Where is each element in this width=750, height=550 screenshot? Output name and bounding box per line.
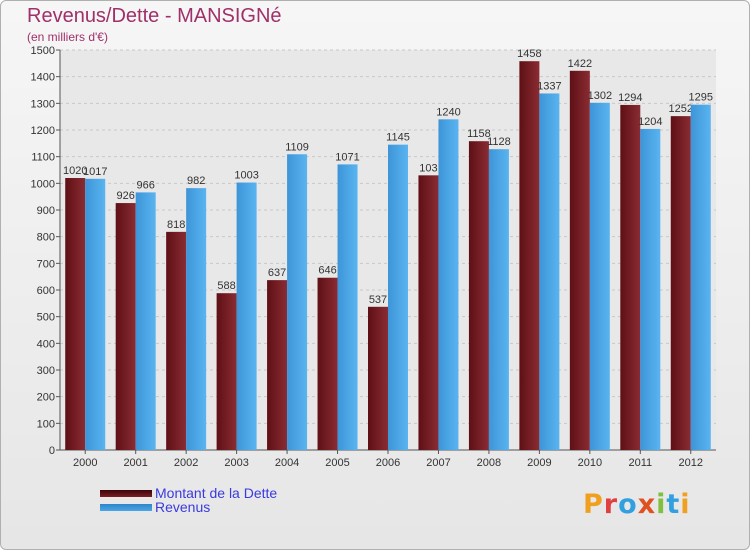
y-tick-label: 500 xyxy=(37,312,55,324)
legend-label-dette: Montant de la Dette xyxy=(155,485,278,501)
chart-subtitle: (en milliers d'€) xyxy=(27,30,108,44)
bar-revenus xyxy=(236,182,257,451)
x-tick-label: 2007 xyxy=(426,457,450,469)
bar-revenus xyxy=(135,192,156,450)
bar-dette xyxy=(468,141,489,450)
legend-swatch-revenus xyxy=(100,504,152,511)
data-label: 1128 xyxy=(487,136,511,148)
y-tick-label: 1200 xyxy=(31,125,55,137)
y-tick-label: 800 xyxy=(37,232,55,244)
bar-dette xyxy=(620,104,641,450)
bar-revenus xyxy=(388,144,408,450)
logo-letter: t xyxy=(666,489,681,520)
x-tick-label: 2008 xyxy=(477,457,501,469)
legend-label-revenus: Revenus xyxy=(155,499,211,515)
bar-revenus xyxy=(589,102,610,451)
data-label: 1017 xyxy=(83,166,107,178)
data-label: 1337 xyxy=(537,80,561,92)
bar-dette xyxy=(65,178,86,450)
proxiti-logo: Proxiti xyxy=(583,489,691,520)
x-tick-label: 2011 xyxy=(628,457,652,469)
data-label: 1109 xyxy=(285,141,309,153)
logo-letter: r xyxy=(603,489,619,520)
x-tick-label: 2000 xyxy=(73,457,97,469)
y-tick-label: 0 xyxy=(49,445,55,457)
x-tick-label: 2005 xyxy=(325,457,349,469)
y-tick-label: 300 xyxy=(37,365,55,377)
bar-revenus xyxy=(186,188,207,450)
data-label: 966 xyxy=(137,179,155,191)
bar-revenus xyxy=(85,178,106,451)
x-tick-label: 2009 xyxy=(527,457,551,469)
legend-swatch-dette xyxy=(100,490,152,497)
data-label: 1204 xyxy=(638,116,662,128)
y-tick-label: 600 xyxy=(37,285,55,297)
data-label: 637 xyxy=(268,267,286,279)
x-tick-label: 2004 xyxy=(275,457,299,469)
bar-revenus xyxy=(690,104,711,451)
y-tick-label: 900 xyxy=(37,205,55,217)
bar-revenus xyxy=(287,154,308,450)
data-label: 1071 xyxy=(335,151,359,163)
logo-letter: P xyxy=(583,489,604,520)
x-tick-label: 2010 xyxy=(578,457,602,469)
data-label: 1003 xyxy=(234,170,258,182)
data-label: 926 xyxy=(117,190,135,202)
chart-title: Revenus/Dette - MANSIGNé xyxy=(27,5,282,27)
y-tick-label: 400 xyxy=(37,338,55,350)
logo-letter: i xyxy=(656,489,667,520)
data-label: 1458 xyxy=(517,48,541,60)
x-tick-label: 2003 xyxy=(224,457,248,469)
y-tick-label: 200 xyxy=(37,392,55,404)
logo-letter: o xyxy=(618,489,638,520)
bar-dette xyxy=(418,175,439,451)
y-tick-label: 1000 xyxy=(31,178,55,190)
bar-dette xyxy=(115,203,136,450)
data-label: 537 xyxy=(369,294,387,306)
data-label: 1295 xyxy=(689,92,713,104)
x-tick-label: 2006 xyxy=(376,457,400,469)
logo-letter: i xyxy=(680,489,691,520)
data-label: 1240 xyxy=(436,106,460,118)
data-label: 588 xyxy=(217,280,235,292)
data-label: 1302 xyxy=(588,90,612,102)
logo-letter: x xyxy=(637,489,657,520)
bar-dette xyxy=(519,61,540,450)
data-label: 103 xyxy=(419,162,437,174)
x-tick-label: 2001 xyxy=(123,457,147,469)
data-label: 1158 xyxy=(467,128,491,140)
y-tick-label: 1300 xyxy=(31,98,55,110)
y-tick-label: 700 xyxy=(37,258,55,270)
bar-dette xyxy=(267,280,288,450)
bar-revenus xyxy=(488,149,509,450)
data-label: 1294 xyxy=(618,92,642,104)
data-label: 1422 xyxy=(568,58,592,70)
bar-revenus xyxy=(438,119,459,450)
bar-dette xyxy=(216,293,237,450)
y-tick-label: 1500 xyxy=(31,45,55,57)
data-label: 1252 xyxy=(669,103,693,115)
y-tick-label: 1400 xyxy=(31,72,55,84)
data-label: 646 xyxy=(318,265,336,277)
x-tick-label: 2002 xyxy=(174,457,198,469)
bar-revenus xyxy=(337,164,358,450)
bar-revenus xyxy=(640,128,661,450)
bar-dette xyxy=(569,70,590,451)
data-label: 818 xyxy=(167,219,185,231)
bar-dette xyxy=(317,277,338,450)
bar-dette xyxy=(166,231,187,450)
data-label: 1020 xyxy=(63,165,87,177)
data-label: 1145 xyxy=(386,132,410,144)
x-tick-label: 2012 xyxy=(679,457,703,469)
bar-revenus xyxy=(539,93,560,450)
data-label: 982 xyxy=(187,175,205,187)
y-tick-label: 100 xyxy=(37,418,55,430)
y-tick-label: 1100 xyxy=(31,152,55,164)
bar-dette xyxy=(368,306,388,450)
bar-dette xyxy=(670,116,691,450)
